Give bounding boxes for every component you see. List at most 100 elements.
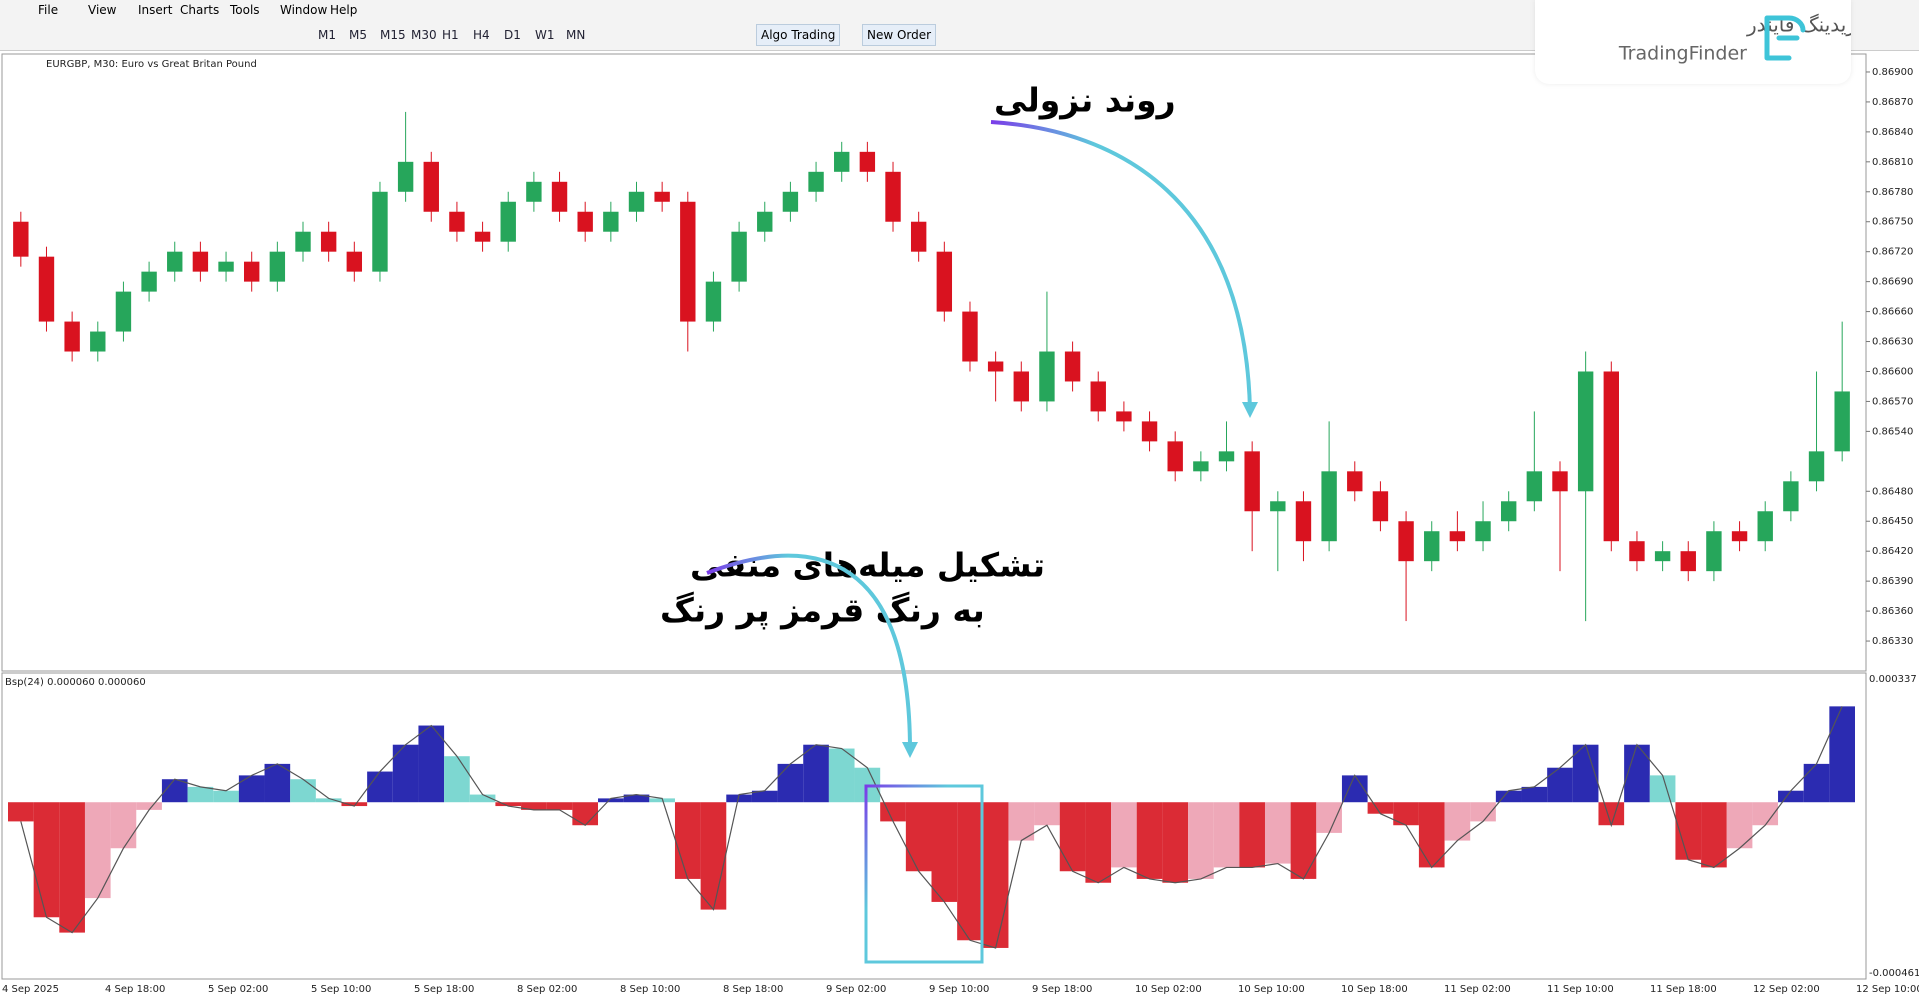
candle-body (90, 331, 106, 352)
histogram-bar (59, 802, 85, 933)
timeframe-button[interactable]: D1 (504, 28, 521, 42)
histogram-bar (1136, 802, 1163, 879)
x-tick-label: 12 Sep 10:00 (1856, 984, 1919, 995)
candle-body (1808, 451, 1825, 482)
y-tick-label: 0.000337 (1869, 674, 1917, 685)
candle-body (1603, 371, 1619, 542)
indicator-panel (1, 672, 1867, 980)
candle-body (1347, 471, 1363, 492)
histogram-bar (1778, 790, 1804, 803)
timeframe-button[interactable]: H1 (442, 28, 459, 42)
candle-body (834, 151, 850, 172)
candle-body (1500, 501, 1517, 522)
histogram-bar (1264, 802, 1291, 864)
menu-item[interactable]: Window (280, 3, 328, 17)
menu-item[interactable]: Insert (138, 3, 173, 17)
timeframe-button[interactable]: M1 (318, 28, 336, 42)
menu-item[interactable]: Tools (230, 3, 260, 17)
timeframe-button[interactable]: M30 (411, 28, 437, 42)
x-tick-label: 9 Sep 10:00 (929, 984, 989, 995)
chart-title: EURGBP, M30: Euro vs Great Britan Pound (46, 59, 257, 70)
y-tick-label: 0.86630 (1872, 337, 1913, 348)
histogram-bar (1444, 802, 1471, 841)
annotation: تشکیل میله‌های منفی (690, 546, 1045, 585)
x-tick-label: 11 Sep 10:00 (1547, 984, 1614, 995)
candle-body (859, 151, 876, 172)
timeframe-button[interactable]: M15 (380, 28, 406, 42)
candle-body (680, 201, 696, 322)
arrow-head (1242, 402, 1258, 418)
timeframe-button[interactable]: M5 (349, 28, 367, 42)
candle-body (1629, 541, 1645, 562)
candle-body (962, 311, 978, 362)
histogram-bar (418, 725, 445, 803)
y-tick-label: 0.86600 (1872, 366, 1913, 377)
x-tick-label: 8 Sep 02:00 (517, 984, 577, 995)
histogram-bar (33, 802, 60, 918)
x-tick-label: 11 Sep 18:00 (1650, 984, 1717, 995)
candle-body (936, 251, 953, 312)
candle-body (1731, 531, 1748, 542)
annotation: روند نزولی (994, 81, 1176, 121)
y-tick-label: 0.86420 (1872, 546, 1913, 557)
histogram-bar (1547, 767, 1573, 803)
candle-body (1526, 471, 1543, 502)
arrow (706, 553, 912, 751)
histogram-bar (1752, 802, 1779, 826)
candle-body (1577, 371, 1594, 492)
histogram-bar (623, 794, 650, 803)
histogram-bar (238, 775, 265, 803)
candle-body (192, 251, 209, 272)
histogram-bar (1418, 802, 1445, 868)
logo-art: تریدینگ فایندر TradingFinder (1618, 13, 1863, 65)
candle-body (244, 261, 260, 282)
timeframe-button[interactable]: W1 (535, 28, 555, 42)
histogram-bar (1162, 802, 1189, 883)
x-tick-label: 10 Sep 10:00 (1238, 984, 1305, 995)
algo-trading-button[interactable]: Algo Trading (756, 24, 841, 46)
histogram-bar (290, 779, 316, 803)
histogram-bar (213, 790, 239, 803)
timeframe-button[interactable]: MN (566, 28, 586, 42)
histogram-bar (110, 802, 137, 849)
histogram-bar (957, 802, 983, 941)
candle-body (1141, 421, 1158, 442)
candle-body (1680, 551, 1696, 572)
histogram-bar (546, 802, 573, 810)
candle-body (987, 361, 1004, 372)
histogram-bar (367, 771, 393, 803)
histogram-bar (880, 802, 906, 822)
price-panel (1, 53, 1867, 672)
histogram-bar (264, 763, 291, 803)
x-tick-label: 5 Sep 10:00 (311, 984, 371, 995)
histogram-bar (1034, 802, 1060, 826)
x-tick-label: 5 Sep 02:00 (208, 984, 268, 995)
timeframe-button[interactable]: H4 (473, 28, 490, 42)
histogram-bar (1649, 775, 1676, 803)
candle-body (500, 201, 516, 242)
candle-body (1757, 511, 1773, 542)
candle-body (167, 251, 183, 272)
candle-body (64, 321, 80, 352)
menu-item[interactable]: Charts (180, 3, 220, 17)
candle-body (731, 231, 747, 282)
candle-body (1218, 451, 1235, 462)
histogram-bar (469, 794, 496, 803)
candle-body (295, 231, 311, 252)
new-order-button[interactable]: New Order (862, 24, 937, 46)
histogram-bar (674, 802, 701, 879)
histogram-bar (751, 790, 778, 803)
candle-body (808, 171, 824, 192)
menu-item[interactable]: View (88, 3, 117, 17)
histogram-bar (341, 802, 368, 807)
histogram-bar (84, 802, 111, 899)
annotation: به رنگ قرمز پر رنگ (660, 591, 985, 631)
x-tick-label: 9 Sep 02:00 (826, 984, 886, 995)
menu-item[interactable]: Help (330, 3, 358, 17)
y-tick-label: 0.86810 (1872, 157, 1913, 168)
histogram-bar (444, 756, 470, 803)
menu-item[interactable]: File (38, 3, 59, 17)
candle-body (1167, 441, 1183, 472)
histogram-bar (572, 802, 599, 826)
